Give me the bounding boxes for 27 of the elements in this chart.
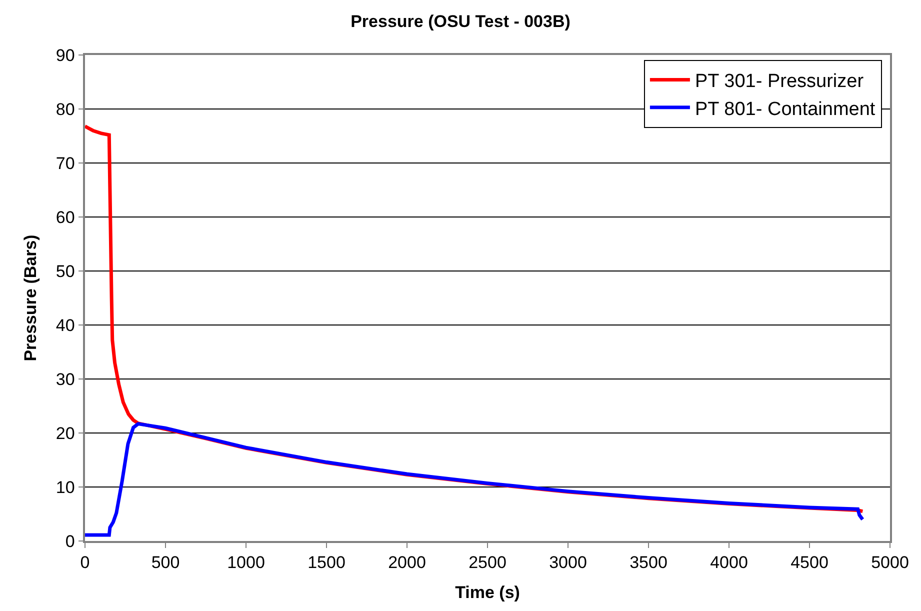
x-tick-label: 1500 (308, 553, 346, 572)
legend-label: PT 301- Pressurizer (694, 71, 864, 92)
line-series (85, 422, 864, 537)
x-tick-label: 2500 (468, 553, 506, 572)
x-tick-label: 500 (151, 553, 180, 572)
y-tick-label: 80 (56, 100, 75, 119)
x-tick-label: 3000 (549, 553, 587, 572)
y-tick-label: 20 (56, 424, 75, 443)
y-tick-label: 50 (56, 262, 75, 281)
x-tick-label: 1000 (227, 553, 265, 572)
x-tick-label: 0 (80, 553, 90, 572)
y-tick-label: 60 (56, 208, 75, 227)
y-tick-label: 70 (56, 154, 75, 173)
legend-label: PT 801- Containment (694, 98, 876, 120)
y-axis-title: Pressure (Bars) (20, 234, 40, 362)
y-tick-label: 10 (56, 478, 75, 497)
x-axis-title: Time (s) (455, 583, 520, 602)
x-tick-label: 2000 (388, 553, 426, 572)
x-tick-label: 3500 (630, 553, 668, 572)
y-tick-label: 90 (56, 46, 75, 65)
y-tick-label: 30 (56, 370, 75, 389)
x-tick-label: 4500 (790, 553, 828, 572)
y-tick-label: 40 (56, 316, 75, 335)
x-tick-label: 5000 (871, 553, 909, 572)
x-tick-label: 4000 (710, 553, 748, 572)
y-tick-label: 0 (65, 532, 75, 551)
chart-title: Pressure (OSU Test - 003B) (350, 12, 570, 32)
